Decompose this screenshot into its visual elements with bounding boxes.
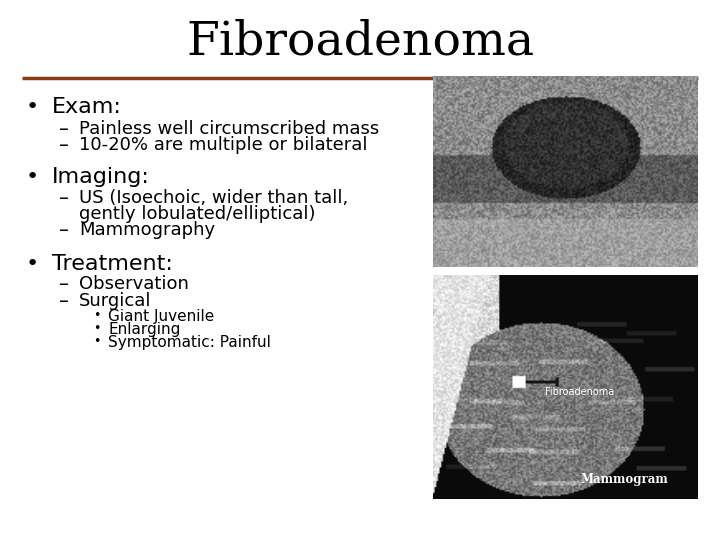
Text: Fibroadenoma: Fibroadenoma	[545, 387, 614, 397]
Text: Enlarging: Enlarging	[108, 322, 181, 337]
Text: Fibroadenoma: Fibroadenoma	[186, 19, 534, 64]
Text: –: –	[59, 221, 69, 240]
Text: Imaging:: Imaging:	[52, 167, 150, 187]
Text: US (Isoechoic, wider than tall,: US (Isoechoic, wider than tall,	[79, 189, 348, 207]
Text: Surgical: Surgical	[79, 292, 152, 309]
Text: •: •	[25, 254, 38, 274]
Text: •: •	[94, 322, 101, 335]
Text: •: •	[25, 97, 38, 117]
Text: •: •	[94, 335, 101, 348]
Text: Exam:: Exam:	[52, 97, 122, 117]
Text: –: –	[59, 292, 69, 310]
Text: –: –	[59, 120, 69, 139]
Text: Symptomatic: Painful: Symptomatic: Painful	[108, 335, 271, 350]
Text: •: •	[25, 167, 38, 187]
Text: Giant Juvenile: Giant Juvenile	[108, 309, 215, 324]
Text: Mammogram: Mammogram	[580, 473, 668, 486]
Text: Painless well circumscribed mass: Painless well circumscribed mass	[79, 120, 379, 138]
Text: Treatment:: Treatment:	[52, 254, 173, 274]
Text: Mammography: Mammography	[79, 221, 215, 239]
Text: –: –	[59, 275, 69, 294]
Text: •: •	[94, 309, 101, 322]
Text: –: –	[59, 136, 69, 155]
Text: gently lobulated/elliptical): gently lobulated/elliptical)	[79, 205, 315, 223]
Text: Observation: Observation	[79, 275, 189, 293]
Text: 10-20% are multiple or bilateral: 10-20% are multiple or bilateral	[79, 136, 368, 154]
Text: –: –	[59, 189, 69, 208]
